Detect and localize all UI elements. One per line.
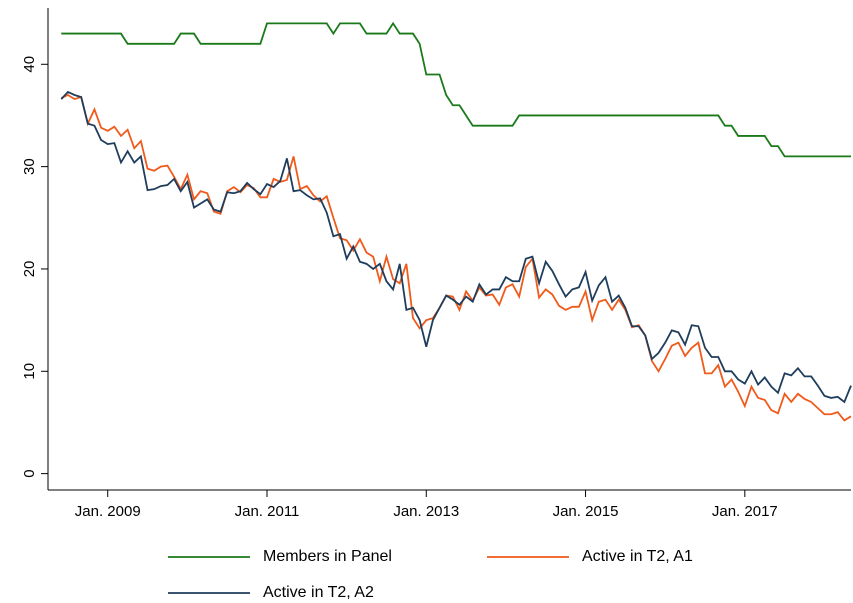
series-line [60,90,852,404]
series-line [61,21,851,158]
legend-label: Active in T2, A2 [263,584,374,601]
legend-label: Members in Panel [263,548,392,565]
y-tick-label: 40 [21,56,38,73]
y-tick-label: 0 [21,469,38,477]
y-tick-label: 10 [21,363,38,380]
legend-label: Active in T2, A1 [582,548,693,565]
x-tick-label: Jan. 2011 [235,503,300,520]
x-tick-label: Jan. 2009 [75,503,141,520]
x-tick-label: Jan. 2013 [393,503,459,520]
y-tick-label: 20 [21,261,38,278]
x-tick-label: Jan. 2017 [712,503,778,520]
y-tick-label: 30 [21,158,38,175]
x-tick-label: Jan. 2015 [553,503,619,520]
